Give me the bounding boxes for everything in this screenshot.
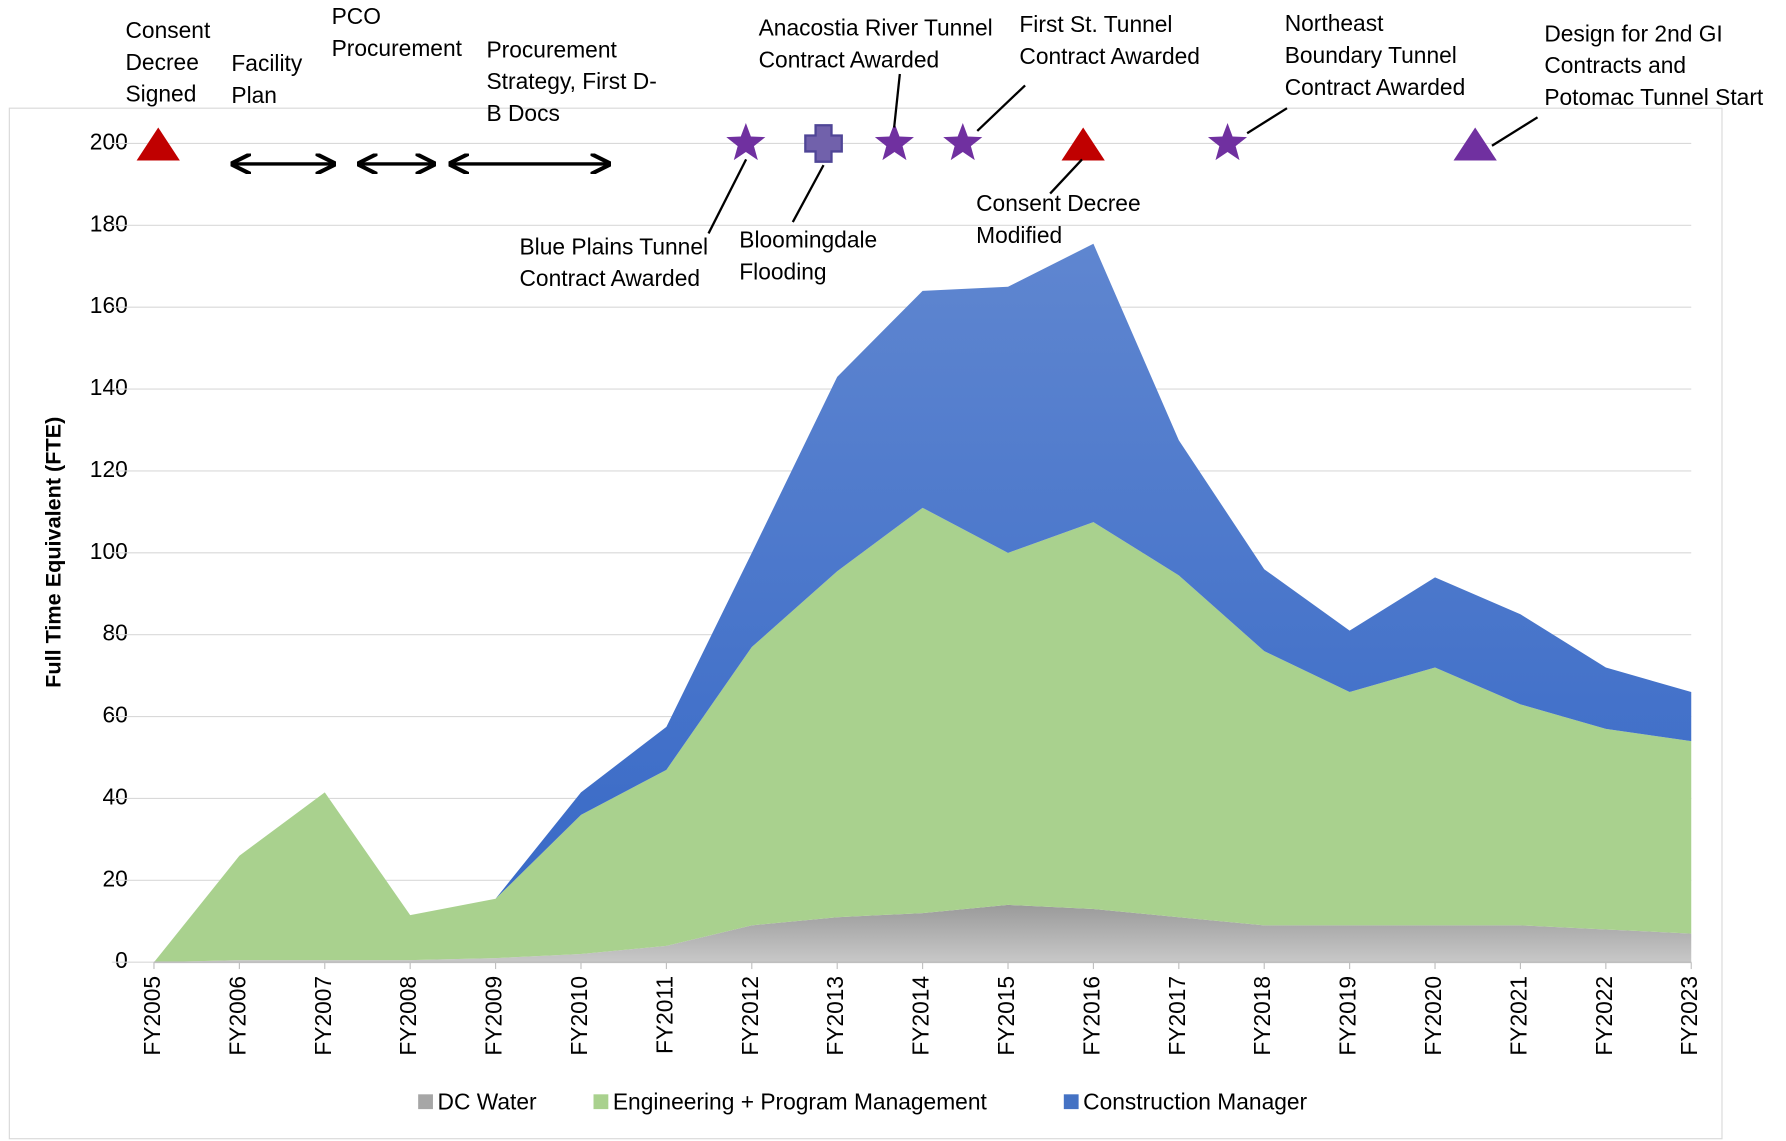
x-tick-label: FY2019 bbox=[1335, 976, 1361, 1056]
annotation-text: First St. Tunnel bbox=[1019, 11, 1172, 37]
x-tick-label: FY2012 bbox=[737, 976, 763, 1056]
leader-line bbox=[1246, 107, 1288, 135]
frame bbox=[8, 107, 1723, 1140]
x-tick-label: FY2018 bbox=[1249, 976, 1275, 1056]
period-text: Facility bbox=[231, 50, 302, 76]
x-tick-label: FY2017 bbox=[1164, 976, 1190, 1056]
y-tick-label: 140 bbox=[90, 374, 128, 400]
event-marker bbox=[1453, 127, 1497, 161]
legend-swatch bbox=[418, 1094, 433, 1110]
x-tick-label: FY2016 bbox=[1078, 976, 1104, 1056]
x-tick-label: FY2005 bbox=[139, 976, 165, 1056]
y-tick-label: 40 bbox=[102, 783, 127, 809]
annotation-text: Signed bbox=[126, 81, 197, 107]
legend-swatch bbox=[593, 1094, 609, 1110]
annotation-text: Contract Awarded bbox=[1019, 43, 1200, 69]
x-tick-label: FY2008 bbox=[395, 976, 421, 1056]
x-tick-label: FY2022 bbox=[1591, 976, 1617, 1056]
y-tick-label: 60 bbox=[102, 702, 127, 728]
annotation-text: Northeast bbox=[1285, 10, 1384, 36]
period-text: Strategy, First D- bbox=[486, 68, 656, 94]
y-tick-label: 80 bbox=[102, 620, 127, 646]
event-marker bbox=[804, 124, 843, 163]
leader-line bbox=[1491, 116, 1539, 147]
x-tick-label: FY2020 bbox=[1420, 976, 1446, 1056]
area bbox=[153, 904, 1692, 963]
y-tick-label: 100 bbox=[90, 538, 128, 564]
y-tick-label: 180 bbox=[90, 210, 128, 236]
y-tick-label: 200 bbox=[90, 128, 128, 154]
area bbox=[153, 507, 1692, 963]
annotation-text: Modified bbox=[976, 222, 1062, 248]
event-marker bbox=[943, 122, 983, 161]
period-text: Procurement bbox=[332, 35, 463, 61]
x-tick-label: FY2021 bbox=[1505, 976, 1531, 1056]
legend-swatch bbox=[1063, 1094, 1079, 1110]
legend-label: Construction Manager bbox=[1083, 1088, 1307, 1114]
annotation-text: Contracts and bbox=[1544, 52, 1686, 78]
event-marker bbox=[726, 122, 766, 161]
x-tick-label: FY2013 bbox=[822, 976, 848, 1056]
x-tick-label: FY2011 bbox=[651, 976, 677, 1054]
x-tick-label: FY2015 bbox=[993, 976, 1019, 1056]
annotation-text: Anacostia River Tunnel bbox=[759, 15, 993, 41]
annotation-text: Contract Awarded bbox=[1285, 74, 1466, 100]
annotation-text: Contract Awarded bbox=[519, 265, 700, 291]
period-text: B Docs bbox=[486, 100, 559, 126]
y-tick-label: 0 bbox=[115, 947, 128, 973]
y-tick-label: 120 bbox=[90, 456, 128, 482]
annotation-text: Bloomingdale bbox=[739, 226, 877, 252]
leader-line bbox=[976, 84, 1026, 132]
x-tick-label: FY2010 bbox=[566, 976, 592, 1056]
x-tick-label: FY2006 bbox=[224, 976, 250, 1056]
legend-label: DC Water bbox=[438, 1088, 537, 1114]
x-tick-label: FY2007 bbox=[310, 976, 336, 1056]
annotation-text: Contract Awarded bbox=[759, 47, 940, 73]
annotation-text: Consent Decree bbox=[976, 190, 1141, 216]
annotation-text: Potomac Tunnel Start bbox=[1544, 84, 1764, 110]
leader-line bbox=[791, 164, 825, 223]
event-marker bbox=[1061, 127, 1105, 161]
leader-line bbox=[1049, 158, 1083, 195]
annotation-text: Decree bbox=[126, 49, 199, 75]
event-marker bbox=[874, 122, 914, 161]
period-text: Plan bbox=[231, 82, 277, 108]
x-tick-label: FY2023 bbox=[1676, 976, 1702, 1056]
y-tick-label: 160 bbox=[90, 292, 128, 318]
x-tick-label: FY2014 bbox=[908, 976, 934, 1056]
area bbox=[153, 243, 1692, 963]
annotation-text: Flooding bbox=[739, 258, 826, 284]
y-tick-label: 20 bbox=[102, 865, 127, 891]
period-text: PCO bbox=[332, 3, 381, 29]
annotation-text: Boundary Tunnel bbox=[1285, 42, 1457, 68]
y-axis-label: Full Time Equivalent (FTE) bbox=[41, 417, 66, 688]
legend-label: Engineering + Program Management bbox=[613, 1088, 988, 1114]
period-text: Procurement bbox=[486, 36, 617, 62]
annotation-text: Consent bbox=[126, 17, 211, 43]
annotation-text: Blue Plains Tunnel bbox=[519, 233, 708, 259]
event-marker bbox=[1207, 122, 1248, 161]
leader-line bbox=[707, 158, 748, 234]
x-tick-label: FY2009 bbox=[481, 976, 507, 1056]
leader-line bbox=[893, 73, 901, 128]
annotation-text: Design for 2nd GI bbox=[1544, 20, 1722, 46]
event-marker bbox=[136, 127, 180, 161]
